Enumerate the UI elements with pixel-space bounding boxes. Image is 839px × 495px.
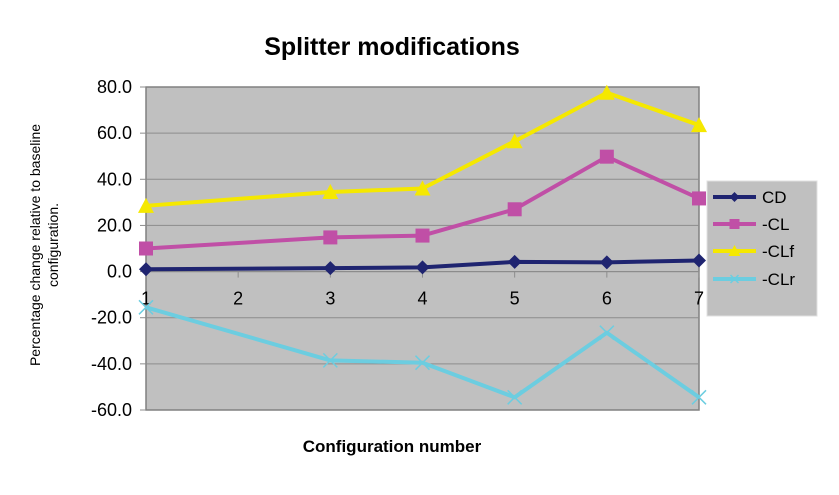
series-clr [138,299,707,405]
x-marker-icon [599,325,615,341]
square-marker-icon [729,219,740,229]
chart-title: Splitter modifications [264,33,520,61]
legend-label: -CLf [762,242,794,261]
diamond-marker-icon [692,253,706,268]
legend-item-cl: -CL [713,215,789,234]
x-marker-icon [729,274,740,284]
y-axis-ticks: 80.0 60.0 40.0 20.0 0.0 -20.0 -40.0 -60.0 [91,77,146,420]
diamond-marker-icon [139,262,153,277]
diamond-marker-icon [415,260,430,275]
y-tick-label: -60.0 [91,400,132,420]
series-line [145,90,700,208]
square-marker-icon [692,191,706,206]
x-marker-icon [322,352,338,368]
x-tick-label: 3 [325,289,335,309]
y-axis-label-line-2: configuration. [45,203,61,287]
series-clf [138,84,707,213]
triangle-marker-icon [138,197,154,213]
x-marker-icon [507,389,523,405]
x-axis-label: Configuration number [303,437,482,456]
series-line [145,154,700,251]
x-marker-icon [414,355,431,371]
series-line [145,258,700,272]
y-axis-label: Percentage change relative to baseline c… [27,124,61,366]
triangle-marker-icon [506,133,523,149]
legend-box [706,180,818,317]
y-tick-label: 0.0 [107,262,132,282]
legend-label: -CLr [762,270,795,289]
y-axis-label-line-1: Percentage change relative to baseline [27,124,43,366]
legend: CD -CL -CLf -CLr [706,180,818,317]
x-tick-label: 2 [233,289,243,309]
square-marker-icon [415,228,430,243]
series-cl [139,149,706,256]
series-cd [139,253,706,277]
diamond-marker-icon [729,192,740,202]
triangle-marker-icon [322,183,339,199]
legend-item-clf: -CLf [713,242,794,261]
y-tick-label: -20.0 [91,308,132,328]
x-tick-label: 6 [602,289,612,309]
triangle-marker-icon [728,245,741,256]
y-tick-label: -40.0 [91,354,132,374]
x-marker-icon [691,389,707,405]
square-marker-icon [139,241,153,256]
diamond-marker-icon [323,261,338,276]
square-marker-icon [323,230,338,245]
diamond-marker-icon [599,255,614,270]
y-tick-label: 40.0 [97,169,132,189]
y-tick-label: 80.0 [97,77,132,97]
legend-label: -CL [762,215,789,234]
x-tick-label: 5 [510,289,520,309]
series-group [138,84,707,405]
legend-item-cd: CD [713,188,787,207]
x-tick-label: 7 [694,289,704,309]
y-tick-label: 60.0 [97,123,132,143]
y-tick-label: 20.0 [97,215,132,235]
plot-area [145,86,700,411]
diamond-marker-icon [507,254,522,269]
series-line [145,305,701,400]
triangle-marker-icon [598,84,615,100]
x-tick-label: 4 [417,289,427,309]
square-marker-icon [599,149,614,164]
x-tick-label: 1 [141,289,151,309]
square-marker-icon [507,202,522,217]
x-marker-icon [138,299,154,315]
triangle-marker-icon [691,117,707,133]
triangle-marker-icon [414,180,431,196]
legend-item-clr: -CLr [713,270,795,289]
legend-label: CD [762,188,787,207]
